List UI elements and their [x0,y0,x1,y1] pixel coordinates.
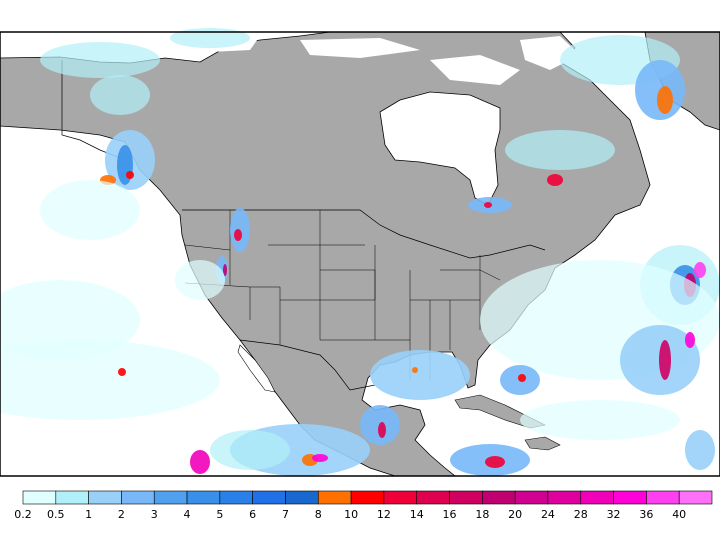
land-masses [0,31,720,477]
precipitation-area [40,180,140,240]
colorbar-swatch [186,490,221,505]
colorbar-swatch [678,490,713,505]
us-canada-border [182,209,546,259]
precipitation-area [190,450,210,474]
precipitation-area [685,430,715,470]
precipitation-area [484,202,492,208]
precipitation-area [312,454,328,462]
precipitation-area [520,400,680,440]
colorbar-swatch [252,490,286,505]
precipitation-area [234,229,242,241]
colorbar-label: 18 [475,508,489,521]
precipitation-area [685,332,695,348]
precipitation-area [90,75,150,115]
colorbar-swatch [580,490,614,505]
precipitation-area [223,264,227,276]
precipitation-area [694,262,706,278]
precipitation-area [657,86,673,114]
precipitation-area [370,350,470,400]
colorbar-swatch [22,490,57,505]
colorbar-label: 7 [282,508,289,521]
colorbar-swatch [285,490,319,505]
precipitation-area [118,368,126,376]
precipitation-area [518,374,526,382]
precipitation-map [0,28,720,477]
colorbar-swatch [613,490,647,505]
precipitation-area [485,456,505,468]
precipitation-area [126,171,134,179]
colorbar-swatch [317,490,352,505]
colorbar-swatch [88,490,122,505]
colorbar-label: 16 [443,508,457,521]
colorbar-swatch [449,490,483,505]
hispaniola [524,436,561,451]
colorbar-label: 3 [151,508,158,521]
precipitation-area [175,260,225,300]
colorbar-swatch [646,490,680,505]
colorbar-label: 8 [315,508,322,521]
colorbar-swatch [383,490,418,505]
precipitation-area [0,340,220,420]
precipitation-area [505,130,615,170]
precipitation-area [659,340,671,380]
colorbar-label: 1 [85,508,92,521]
colorbar-label: 0.2 [14,508,32,521]
colorbar-label: 32 [607,508,621,521]
colorbar-swatch [219,490,253,505]
precipitation-area [412,367,418,373]
colorbar-swatch [416,490,450,505]
colorbar-legend: 0.2 0.5 1 2 3 4 5 6 7 8 10 12 14 16 18 20 24 28 32 36 40 [14,490,713,521]
colorbar-label: 4 [184,508,191,521]
map-frame [0,31,720,477]
colorbar-label: 0.5 [47,508,65,521]
colorbar-label: 12 [377,508,391,521]
colorbar-swatch [153,490,188,505]
precipitation-area [210,430,290,470]
gulf-of-california [237,344,276,393]
colorbar-label: 28 [574,508,588,521]
precipitation-area [40,42,160,78]
colorbar-swatch [55,490,89,505]
arctic-channel [300,38,420,58]
colorbar-label: 14 [410,508,424,521]
hudson-bay [379,91,501,206]
colorbar-swatch [514,490,549,505]
colorbar-swatch [350,490,385,505]
arctic-channel [430,55,520,85]
colorbar-swatch [547,490,582,505]
precipitation-area [170,28,250,48]
colorbar-label: 2 [118,508,125,521]
colorbar-label: 36 [639,508,653,521]
colorbar-label: 6 [249,508,256,521]
precipitation-overlay [0,28,720,476]
precipitation-area [547,174,563,186]
colorbar-label: 5 [216,508,223,521]
colorbar-swatch [121,490,155,505]
colorbar-label: 40 [672,508,686,521]
colorbar-label: 24 [541,508,555,521]
precipitation-area [0,280,140,360]
colorbar-label: 10 [344,508,358,521]
colorbar-label: 20 [508,508,522,521]
precipitation-area [378,422,386,438]
precipitation-area [117,145,133,185]
colorbar-swatch [482,490,516,505]
